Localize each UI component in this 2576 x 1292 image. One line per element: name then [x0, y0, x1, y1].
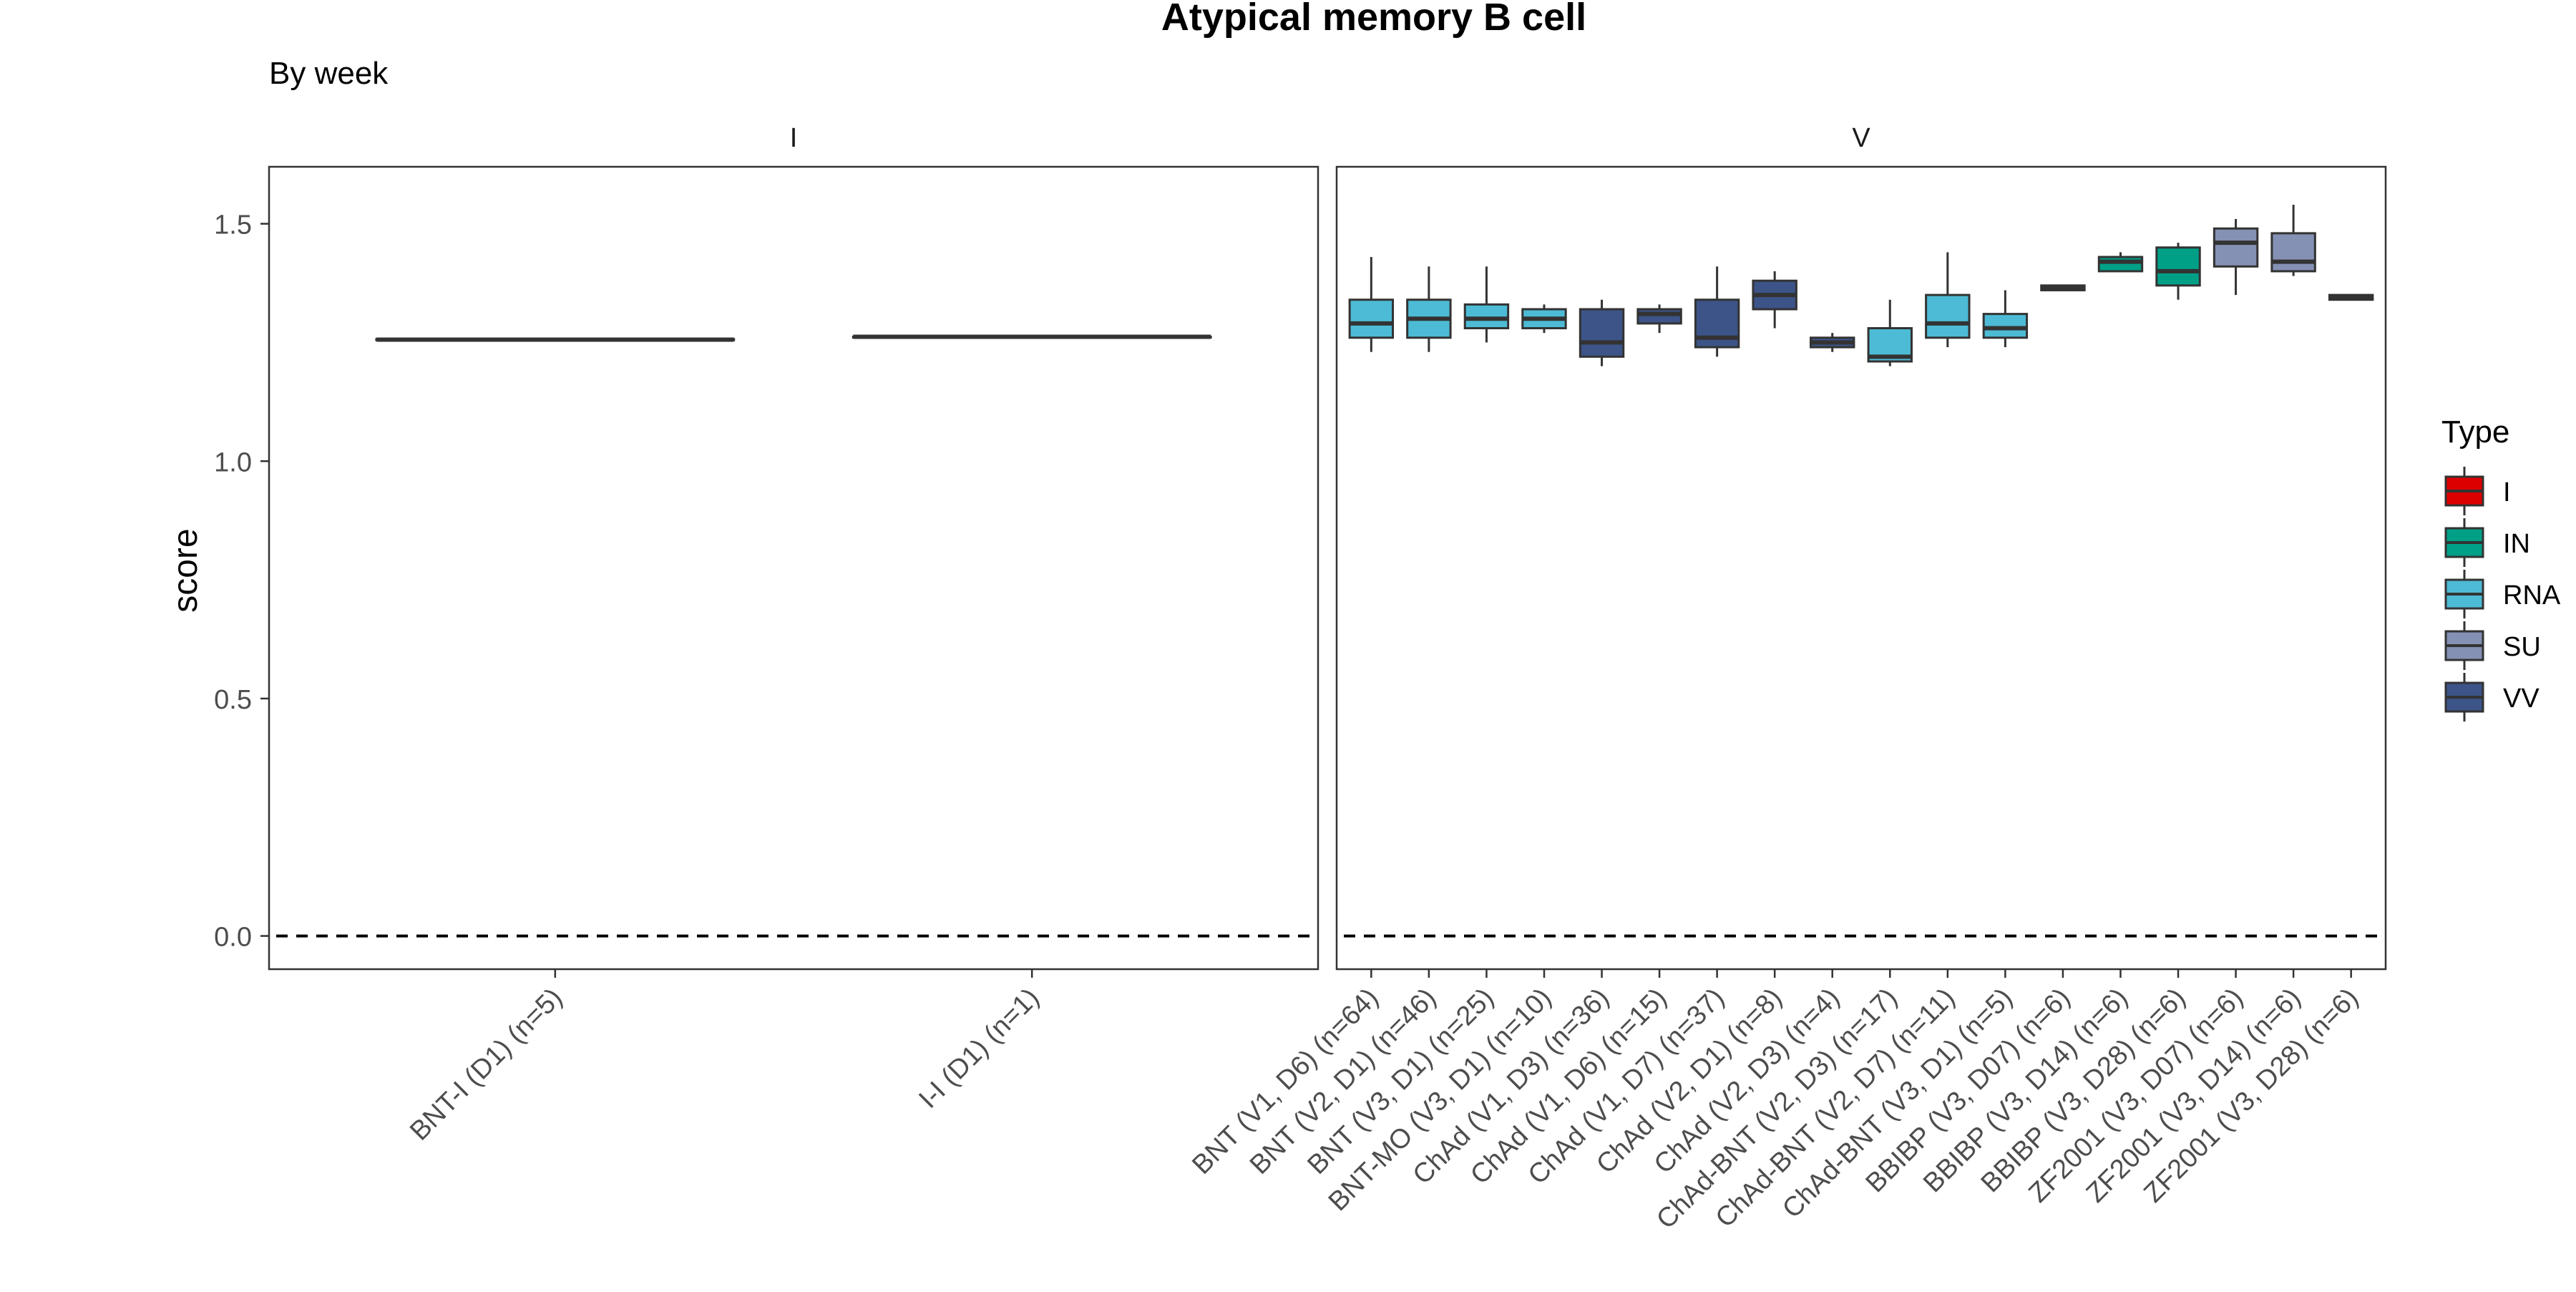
legend-item-label: SU: [2503, 632, 2541, 662]
boxplot: [1579, 299, 1625, 366]
boxplot: [1521, 304, 1567, 334]
legend-item: RNA: [2444, 570, 2561, 618]
facet-panel-I: I BNT-I (D1) (n=5) I-I (D1) (n=1): [268, 123, 1319, 1147]
box: [2155, 246, 2201, 287]
panel-border: [268, 165, 1319, 971]
legend-items: I IN RNA SU VV: [2444, 467, 2561, 722]
legend-item: SU: [2444, 621, 2541, 670]
boxplot: [1752, 271, 1797, 329]
boxplot: [2270, 205, 2316, 276]
panel-border: [1335, 165, 2387, 971]
facet-strip-label: V: [1852, 123, 1870, 153]
legend-item-label: RNA: [2503, 581, 2561, 611]
boxplot: [2328, 293, 2374, 301]
boxplot: [375, 337, 736, 342]
legend-item: I: [2444, 467, 2511, 515]
box: [2097, 256, 2144, 273]
boxplot: [1463, 266, 1510, 343]
y-axis-label: score: [167, 528, 205, 612]
box: [1925, 293, 1971, 339]
boxplot: [1810, 333, 1855, 352]
boxplot: [1636, 304, 1682, 334]
boxplot: [1982, 290, 2029, 348]
boxplot: [1406, 266, 1452, 352]
boxplot: [2097, 252, 2144, 273]
box: [1348, 298, 1395, 339]
y-tick-label: 1.5: [214, 210, 252, 241]
chart-subtitle: By week: [269, 56, 389, 91]
x-tick-label: I-I (D1) (n=1): [913, 983, 1045, 1114]
boxplot: [2040, 284, 2086, 291]
x-tick-label: BNT-I (D1) (n=5): [404, 983, 568, 1147]
boxplot: [1867, 299, 1913, 366]
boxplot: [852, 334, 1212, 339]
y-axis: 0.0 0.5 1.0 1.5: [214, 210, 269, 953]
legend-item: IN: [2444, 518, 2530, 567]
chart-title: Atypical memory B cell: [1161, 0, 1586, 39]
box: [1579, 308, 1625, 358]
legend-title: Type: [2441, 414, 2509, 450]
box: [2270, 232, 2316, 273]
facet-strip-label: I: [790, 123, 798, 153]
y-tick-label: 1.0: [214, 447, 252, 477]
legend-item-label: I: [2503, 477, 2511, 507]
box: [1636, 308, 1682, 325]
legend-item-label: IN: [2503, 529, 2530, 559]
box: [1463, 303, 1510, 330]
legend: Type I IN RNA SU VV: [2441, 414, 2561, 722]
box: [2212, 227, 2259, 268]
boxplot: [1694, 266, 1740, 357]
boxplot: [1348, 257, 1395, 352]
boxplot: [1925, 252, 1971, 348]
facet-panels: 0.0 0.5 1.0 1.5 I BNT-I (D1) (n=5) I-I (D1) (n…: [214, 123, 2387, 1235]
legend-item: VV: [2444, 673, 2540, 722]
box: [1694, 298, 1740, 349]
y-tick-label: 0.5: [214, 685, 252, 715]
boxplot: [2212, 218, 2259, 296]
y-tick-label: 0.0: [214, 923, 252, 953]
box: [1982, 313, 2029, 339]
legend-item-label: VV: [2503, 684, 2540, 714]
boxplot: [2155, 243, 2201, 300]
